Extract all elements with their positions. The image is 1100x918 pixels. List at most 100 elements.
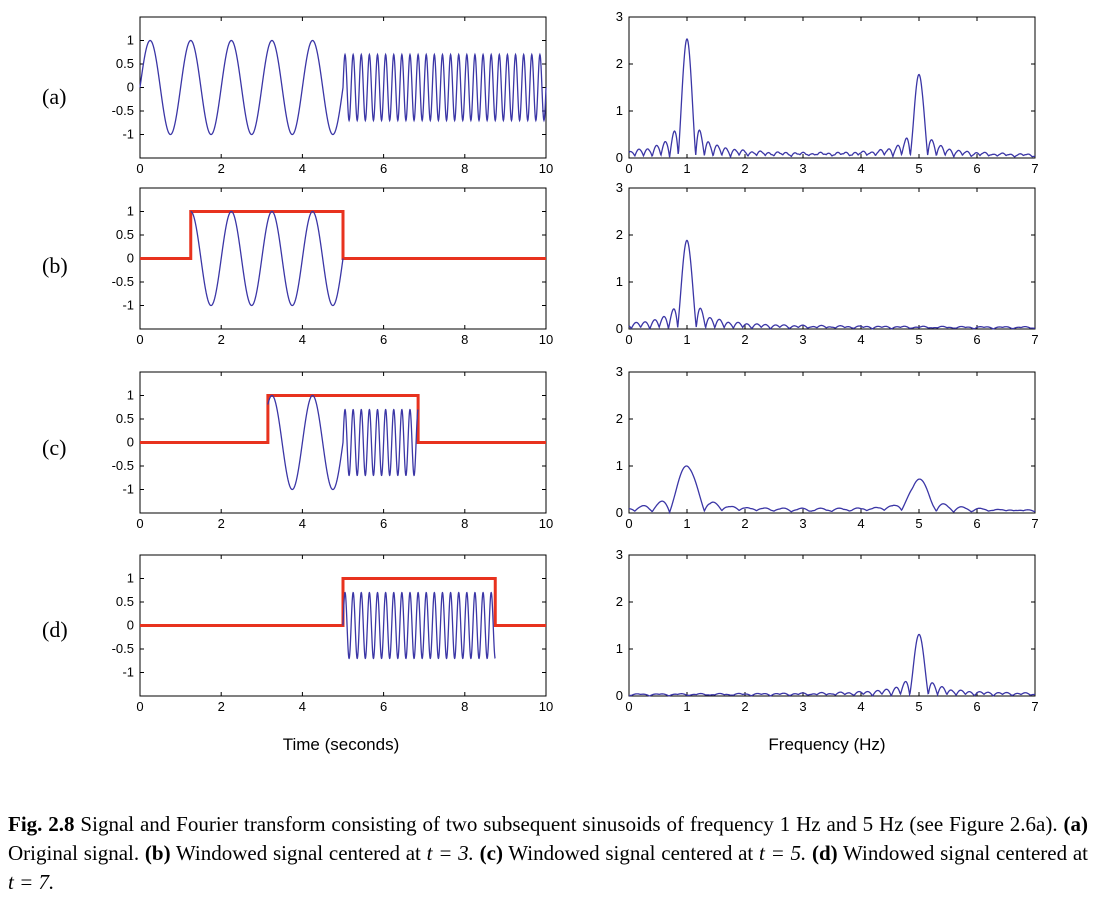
x-tick-label: 1 bbox=[683, 332, 690, 347]
caption-a-label: (a) bbox=[1063, 812, 1089, 836]
y-tick-label: 0.5 bbox=[116, 594, 134, 609]
y-tick-label: -0.5 bbox=[112, 458, 134, 473]
spectrum-line bbox=[628, 239, 1036, 330]
y-tick-label: 1 bbox=[616, 274, 623, 289]
y-tick-label: 3 bbox=[616, 547, 623, 562]
caption-d-equation: t = 7. bbox=[8, 870, 55, 894]
row-label-a: (a) bbox=[42, 84, 66, 109]
y-tick-label: 3 bbox=[616, 9, 623, 24]
x-tick-label: 0 bbox=[625, 161, 632, 176]
caption-b-equation: t = 3. bbox=[426, 841, 474, 865]
y-tick-label: 0 bbox=[127, 251, 134, 266]
x-tick-label: 5 bbox=[915, 161, 922, 176]
x-tick-label: 6 bbox=[380, 332, 387, 347]
y-tick-label: 2 bbox=[616, 594, 623, 609]
x-tick-label: 4 bbox=[857, 332, 864, 347]
row-label-c: (c) bbox=[42, 435, 66, 460]
x-tick-label: 1 bbox=[683, 516, 690, 531]
y-tick-label: 2 bbox=[616, 227, 623, 242]
y-tick-label: -1 bbox=[122, 298, 134, 313]
x-tick-label: 0 bbox=[625, 699, 632, 714]
y-tick-label: 1 bbox=[127, 388, 134, 403]
x-tick-label: 4 bbox=[299, 161, 306, 176]
x-tick-label: 2 bbox=[741, 332, 748, 347]
signal-line bbox=[139, 39, 547, 136]
y-tick-label: 0 bbox=[127, 618, 134, 633]
x-tick-label: 3 bbox=[799, 699, 806, 714]
x-tick-label: 2 bbox=[741, 516, 748, 531]
x-tick-label: 0 bbox=[136, 699, 143, 714]
x-tick-label: 3 bbox=[799, 161, 806, 176]
subplot-a-freq: 0 1 2 3 4 5 6 7 0 1 2 3 bbox=[616, 9, 1039, 176]
subplot-a-time: 0 2 4 6 8 10 1 0.5 0 -0.5 -1 bbox=[112, 16, 553, 176]
y-tick-label: 1 bbox=[616, 641, 623, 656]
x-tick-label: 1 bbox=[683, 699, 690, 714]
y-tick-label: 0 bbox=[616, 505, 623, 520]
axes-box bbox=[628, 554, 1036, 697]
x-tick-label: 8 bbox=[461, 516, 468, 531]
subplot-b-time: 0 2 4 6 8 10 1 0.5 0 -0.5 -1 bbox=[112, 187, 553, 347]
x-tick-label: 7 bbox=[1031, 161, 1038, 176]
signal-line bbox=[190, 210, 344, 307]
x-tick-label: 6 bbox=[380, 161, 387, 176]
x-tick-label: 10 bbox=[539, 332, 553, 347]
y-tick-label: 0.5 bbox=[116, 56, 134, 71]
window-function-line bbox=[140, 394, 546, 444]
signal-line bbox=[342, 591, 496, 660]
y-tick-label: 2 bbox=[616, 56, 623, 71]
axes-box bbox=[628, 371, 1036, 514]
x-tick-label: 5 bbox=[915, 516, 922, 531]
caption-b-label: (b) bbox=[144, 841, 171, 865]
caption-b-text: Windowed signal centered at bbox=[170, 841, 427, 865]
y-tick-label: 0 bbox=[616, 688, 623, 703]
x-tick-label: 4 bbox=[299, 332, 306, 347]
x-tick-label: 1 bbox=[683, 161, 690, 176]
x-tick-label: 6 bbox=[973, 699, 980, 714]
x-tick-label: 0 bbox=[625, 332, 632, 347]
caption-d-label: (d) bbox=[812, 841, 838, 865]
x-tick-label: 6 bbox=[380, 699, 387, 714]
axes-box bbox=[628, 16, 1036, 159]
y-tick-label: 0 bbox=[616, 321, 623, 336]
subplot-c-time: 0 2 4 6 8 10 1 0.5 0 -0.5 -1 bbox=[112, 371, 553, 531]
subplot-b-freq: 0 1 2 3 4 5 6 7 0 1 2 3 bbox=[616, 180, 1039, 347]
caption-c-text: Windowed signal centered at bbox=[502, 841, 759, 865]
x-tick-label: 10 bbox=[539, 699, 553, 714]
time-axis-title: Time (seconds) bbox=[283, 735, 400, 754]
y-tick-label: 0 bbox=[127, 80, 134, 95]
x-tick-label: 2 bbox=[741, 699, 748, 714]
y-tick-label: -0.5 bbox=[112, 641, 134, 656]
x-tick-label: 2 bbox=[218, 516, 225, 531]
y-tick-label: 0 bbox=[127, 435, 134, 450]
x-tick-label: 7 bbox=[1031, 332, 1038, 347]
x-tick-label: 0 bbox=[625, 516, 632, 531]
x-tick-label: 6 bbox=[973, 516, 980, 531]
y-tick-label: 2 bbox=[616, 411, 623, 426]
y-tick-label: -0.5 bbox=[112, 274, 134, 289]
x-tick-label: 4 bbox=[857, 699, 864, 714]
row-label-d: (d) bbox=[42, 617, 68, 642]
x-tick-label: 2 bbox=[218, 161, 225, 176]
spectrum-line bbox=[628, 38, 1036, 159]
y-tick-label: -1 bbox=[122, 482, 134, 497]
signal-line bbox=[267, 394, 419, 491]
x-tick-label: 2 bbox=[218, 332, 225, 347]
y-tick-label: 0.5 bbox=[116, 411, 134, 426]
x-tick-label: 10 bbox=[539, 516, 553, 531]
x-tick-label: 7 bbox=[1031, 516, 1038, 531]
x-tick-label: 3 bbox=[799, 332, 806, 347]
y-tick-label: 3 bbox=[616, 364, 623, 379]
x-tick-label: 10 bbox=[539, 161, 553, 176]
x-tick-label: 8 bbox=[461, 161, 468, 176]
x-tick-label: 4 bbox=[299, 699, 306, 714]
caption-c-label: (c) bbox=[479, 841, 503, 865]
y-tick-label: -0.5 bbox=[112, 103, 134, 118]
x-tick-label: 4 bbox=[857, 161, 864, 176]
subplot-c-freq: 0 1 2 3 4 5 6 7 0 1 2 3 bbox=[616, 364, 1039, 531]
x-tick-label: 4 bbox=[857, 516, 864, 531]
y-tick-label: 0.5 bbox=[116, 227, 134, 242]
spectrum-line bbox=[628, 465, 1035, 515]
axes-box bbox=[628, 187, 1036, 330]
y-tick-label: 1 bbox=[616, 103, 623, 118]
